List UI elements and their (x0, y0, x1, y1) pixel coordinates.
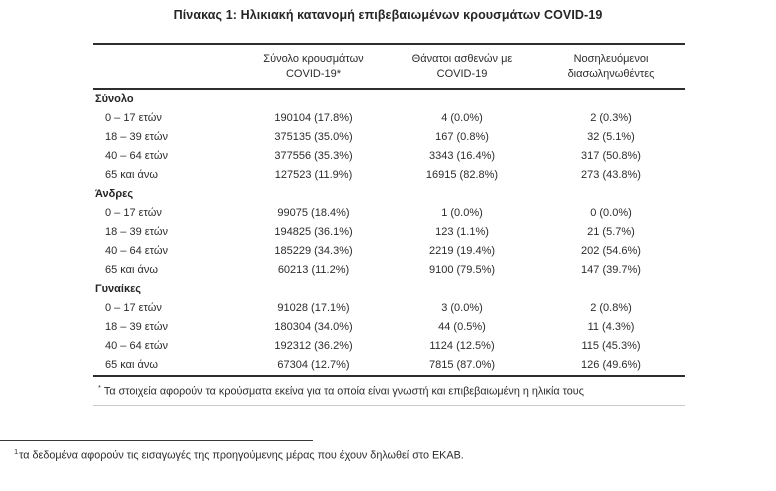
age-group-label: 65 και άνω (105, 359, 158, 371)
intubated-value: 32 (5.1%) (587, 131, 635, 143)
deaths-value: 1124 (12.5%) (429, 340, 495, 352)
column-header-line: Θάνατοι ασθενών με (411, 52, 513, 65)
deaths-value: 167 (0.8%) (435, 131, 489, 143)
section-header: Γυναίκες (95, 283, 142, 295)
footnote-separator-line (0, 440, 313, 441)
age-group-label: 40 – 64 ετών (105, 245, 168, 257)
cases-value: 377556 (35.3%) (274, 150, 353, 162)
cases-value: 190104 (17.8%) (274, 112, 353, 124)
intubated-value: 126 (49.6%) (581, 359, 641, 371)
intubated-value: 115 (45.3%) (581, 340, 641, 352)
column-header-line: διασωληνωθέντες (567, 67, 655, 80)
deaths-value: 123 (1.1%) (435, 226, 489, 238)
table-row: 18 – 39 ετών 375135 (35.0%) 167 (0.8%) 3… (93, 128, 685, 147)
footnote-asterisk-marker: * (98, 383, 101, 392)
column-header-intubated: Νοσηλευόμενοι διασωληνωθέντες (537, 52, 685, 82)
cases-value: 185229 (34.3%) (274, 245, 353, 257)
section-header: Άνδρες (95, 188, 134, 200)
deaths-value: 44 (0.5%) (438, 321, 486, 333)
table-row: 40 – 64 ετών 377556 (35.3%) 3343 (16.4%)… (93, 147, 685, 166)
intubated-value: 147 (39.7%) (581, 264, 641, 276)
age-group-label: 18 – 39 ετών (105, 226, 168, 238)
cases-value: 91028 (17.1%) (277, 302, 350, 314)
intubated-value: 21 (5.7%) (587, 226, 635, 238)
age-group-label: 18 – 39 ετών (105, 131, 168, 143)
page-footnote-text: τα δεδομένα αφορούν τις εισαγωγές της πρ… (19, 449, 464, 462)
intubated-value: 2 (0.8%) (590, 302, 632, 314)
intubated-value: 2 (0.3%) (590, 112, 632, 124)
table-row: 40 – 64 ετών 185229 (34.3%) 2219 (19.4%)… (93, 242, 685, 261)
table-row: 40 – 64 ετών 192312 (36.2%) 1124 (12.5%)… (93, 337, 685, 356)
footnote-number-marker: 1 (14, 447, 19, 456)
deaths-value: 3 (0.0%) (441, 302, 483, 314)
cases-value: 127523 (11.9%) (274, 169, 353, 181)
cases-value: 99075 (18.4%) (277, 207, 350, 219)
table-row: 18 – 39 ετών 180304 (34.0%) 44 (0.5%) 11… (93, 318, 685, 337)
table-footnote: * Τα στοιχεία αφορούν τα κρούσματα εκείνα… (93, 375, 685, 405)
column-header-line: Νοσηλευόμενοι (573, 52, 649, 65)
covid-age-distribution-table: Σύνολο κρουσμάτων COVID-19* Θάνατοι ασθε… (93, 43, 685, 406)
intubated-value: 11 (4.3%) (587, 321, 635, 333)
cases-value: 375135 (35.0%) (274, 131, 353, 143)
intubated-value: 0 (0.0%) (590, 207, 632, 219)
cases-value: 192312 (36.2%) (274, 340, 353, 352)
section-header: Σύνολο (95, 93, 134, 105)
table-row: 65 και άνω 60213 (11.2%) 9100 (79.5%) 14… (93, 261, 685, 280)
age-group-label: 40 – 64 ετών (105, 340, 168, 352)
cases-value: 67304 (12.7%) (277, 359, 350, 371)
age-group-label: 65 και άνω (105, 264, 158, 276)
age-group-label: 0 – 17 ετών (105, 207, 162, 219)
intubated-value: 317 (50.8%) (581, 150, 641, 162)
age-group-label: 0 – 17 ετών (105, 112, 162, 124)
table-row: 65 και άνω 67304 (12.7%) 7815 (87.0%) 12… (93, 356, 685, 375)
age-group-label: 0 – 17 ετών (105, 302, 162, 314)
column-header-line: COVID-19* (285, 67, 342, 80)
deaths-value: 1 (0.0%) (441, 207, 483, 219)
deaths-value: 2219 (19.4%) (428, 245, 496, 257)
table-row: 18 – 39 ετών 194825 (36.1%) 123 (1.1%) 2… (93, 223, 685, 242)
table-body: Σύνολο 0 – 17 ετών 190104 (17.8%) 4 (0.0… (93, 90, 685, 375)
table-row: 65 και άνω 127523 (11.9%) 16915 (82.8%) … (93, 166, 685, 185)
deaths-value: 9100 (79.5%) (428, 264, 496, 276)
age-group-label: 65 και άνω (105, 169, 158, 181)
intubated-value: 202 (54.6%) (581, 245, 641, 257)
deaths-value: 16915 (82.8%) (425, 169, 499, 181)
age-group-label: 18 – 39 ετών (105, 321, 168, 333)
table-row: 0 – 17 ετών 91028 (17.1%) 3 (0.0%) 2 (0.… (93, 299, 685, 318)
cases-value: 194825 (36.1%) (274, 226, 353, 238)
cases-value: 180304 (34.0%) (274, 321, 353, 333)
table-row: 0 – 17 ετών 99075 (18.4%) 1 (0.0%) 0 (0.… (93, 204, 685, 223)
table-row: 0 – 17 ετών 190104 (17.8%) 4 (0.0%) 2 (0… (93, 109, 685, 128)
column-header-deaths: Θάνατοι ασθενών με COVID-19 (387, 52, 537, 82)
intubated-value: 273 (43.8%) (581, 169, 641, 181)
deaths-value: 4 (0.0%) (441, 112, 483, 124)
deaths-value: 7815 (87.0%) (428, 359, 496, 371)
column-header-line: COVID-19 (436, 67, 488, 80)
table-title: Πίνακας 1: Ηλικιακή κατανομή επιβεβαιωμέ… (173, 8, 603, 22)
table-header-row: Σύνολο κρουσμάτων COVID-19* Θάνατοι ασθε… (93, 45, 685, 90)
age-group-label: 40 – 64 ετών (105, 150, 168, 162)
column-header-line: Σύνολο κρουσμάτων (263, 52, 364, 65)
cases-value: 60213 (11.2%) (277, 264, 350, 276)
column-header-total-cases: Σύνολο κρουσμάτων COVID-19* (240, 52, 387, 82)
deaths-value: 3343 (16.4%) (428, 150, 496, 162)
page-footnote: 1τα δεδομένα αφορούν τις εισαγωγές της π… (14, 447, 754, 462)
table-footnote-text: Τα στοιχεία αφορούν τα κρούσματα εκείνα … (103, 385, 584, 398)
